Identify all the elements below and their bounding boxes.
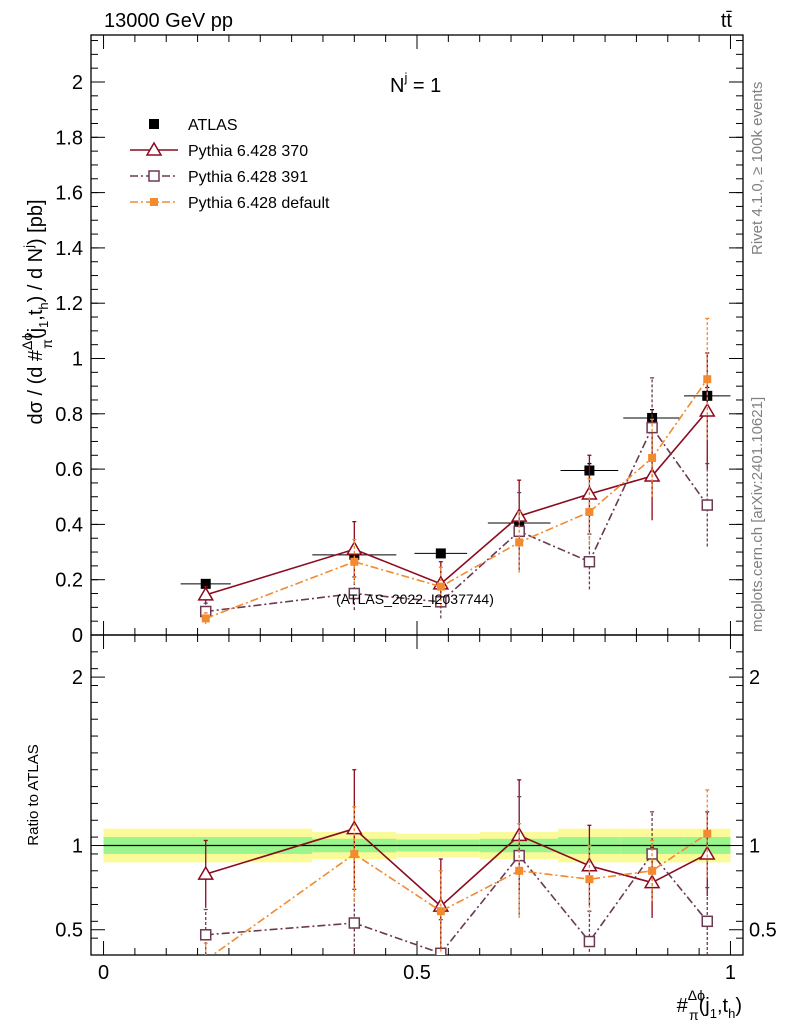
data-point [197, 586, 215, 601]
main-ytick-label: 0.2 [55, 570, 83, 592]
main-ytick-label: 0 [72, 625, 83, 647]
ratio-point [515, 866, 524, 875]
ratio-ytick-label-right: 0.5 [749, 920, 777, 942]
ratio-ytick-label: 2 [72, 667, 83, 689]
series-line-pythia-6-428-391 [205, 426, 708, 613]
ratio-series [197, 769, 716, 964]
ratio-point [643, 874, 661, 889]
data-point [436, 582, 445, 591]
series-pythia-6-428-default [201, 317, 712, 624]
data-point [703, 375, 712, 384]
ratio-point [199, 929, 212, 941]
data-point [350, 557, 359, 566]
ratio-xtick-label: 0 [98, 962, 109, 984]
data-point [348, 587, 361, 600]
data-point [647, 412, 658, 423]
series-pythia-6-428-370 [197, 352, 716, 606]
ratio-axes: 0.5 0.5 1 1 2 2 0 0.5 1 [55, 634, 777, 984]
process-label: tt̄ [721, 10, 733, 32]
rivet-version-label: Rivet 4.1.0, ≥ 100k events [749, 82, 766, 255]
legend-item-atlas: ATLAS [149, 117, 238, 134]
ratio-point [197, 865, 215, 880]
analysis-watermark: (ATLAS_2022_I2037744) [336, 591, 494, 607]
main-ytick-label: 1 [72, 349, 83, 371]
legend-label: Pythia 6.428 370 [188, 143, 308, 160]
ratio-point [585, 875, 594, 884]
data-point [648, 454, 657, 463]
ratio-xtick-label: 1 [725, 962, 736, 984]
legend-label: Pythia 6.428 391 [188, 169, 308, 186]
ratio-point [698, 845, 716, 860]
main-ytick-label: 1.6 [55, 183, 83, 205]
ratio-ytick-label: 0.5 [55, 920, 83, 942]
legend-label: Pythia 6.428 default [188, 195, 330, 212]
main-ytick-label: 1.4 [55, 238, 83, 260]
main-panel: 0 0.2 0.4 0.6 0.8 1 1.2 1.4 1.6 1.8 2 (ATLAS_2022_… [19, 34, 744, 647]
series-pythia-6-428-391 [199, 377, 714, 620]
series-line-pythia-6-428-default [205, 378, 708, 620]
energy-label: 13000 GeV pp [104, 10, 233, 32]
ratio-point [348, 917, 361, 929]
x-axis-label: #Δϕ π(j1,th) [677, 987, 742, 1023]
data-point [200, 578, 211, 589]
ratio-frame [90, 634, 744, 956]
ratio-point [648, 866, 657, 875]
series-line-pythia-6-428-370 [205, 410, 708, 596]
series-atlas [180, 386, 731, 589]
legend-item-pythia-6-428-default: Pythia 6.428 default [130, 195, 330, 212]
data-point [435, 548, 446, 559]
ratio-point [583, 935, 596, 948]
ratio-clipped [197, 769, 716, 964]
ratio-point [703, 829, 712, 838]
main-y-axis-label: dσ / (d #Δϕ π(j1,th) / d Nj) [pb] [19, 199, 55, 424]
ratio-point [436, 907, 445, 916]
ratio-line-pythia-6-428-391 [205, 852, 708, 955]
ratio-xtick-label: 0.5 [403, 962, 431, 984]
legend: ATLAS Pythia 6.428 370 Pythia 6.428 391 Pyt… [130, 117, 330, 212]
data-point [201, 614, 210, 623]
main-ytick-label: 0.6 [55, 459, 83, 481]
ratio-point [435, 947, 447, 955]
ratio-ytick-label: 1 [72, 836, 83, 858]
legend-label: ATLAS [188, 117, 238, 134]
ratio-point [202, 956, 210, 964]
main-ytick-label: 0.4 [55, 514, 83, 536]
ratio-uncertainty-bands [103, 828, 731, 863]
data-point [515, 538, 524, 547]
data-point [701, 499, 714, 511]
legend-marker [150, 198, 158, 206]
legend-marker [145, 141, 163, 156]
data-point [435, 596, 447, 608]
data-point [646, 421, 658, 434]
ratio-ytick-label-right: 2 [749, 667, 760, 689]
ratio-point [701, 915, 714, 928]
panel-title: Nj = 1 [390, 70, 441, 97]
data-point [583, 555, 596, 568]
ratio-y-axis-label: Ratio to ATLAS [25, 744, 42, 845]
main-ytick-label: 1.8 [55, 127, 83, 149]
mcplots-label: mcplots.cern.ch [arXiv:2401.10621] [749, 397, 766, 632]
ratio-point [350, 849, 359, 858]
legend-marker [149, 119, 159, 129]
svg-text:dσ / (d #Δϕπ(j1,th) / d Nj) [p: dσ / (d #Δϕ π(j1,th) / d Nj) [pb] [19, 199, 55, 424]
legend-marker [148, 170, 160, 182]
main-series [180, 317, 731, 624]
legend-item-pythia-6-428-391: Pythia 6.428 391 [130, 169, 308, 186]
main-ytick-label: 2 [72, 72, 83, 94]
data-point [585, 507, 594, 516]
main-ytick-label: 1.2 [55, 293, 83, 315]
ratio-ytick-label-right: 1 [749, 836, 760, 858]
ratio-series-pythia-6-428-default [202, 789, 712, 964]
legend-item-pythia-6-428-370: Pythia 6.428 370 [130, 141, 308, 160]
ratio-panel: 0.5 0.5 1 1 2 2 0 0.5 1 Ratio to ATLAS #Δϕ π(j1,t… [25, 634, 777, 1023]
main-ytick-label: 0.8 [55, 404, 83, 426]
